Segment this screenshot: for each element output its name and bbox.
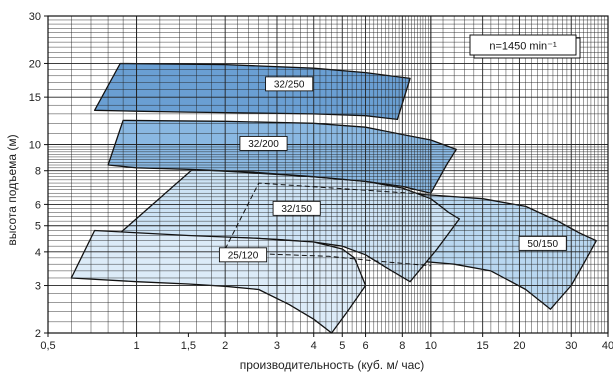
rpm-annotation: n=1450 min⁻¹: [469, 34, 581, 59]
dashed-lines: [224, 182, 431, 267]
y-tick-label: 4: [35, 247, 41, 259]
region-label-box: [272, 200, 321, 216]
region-label: 32/200: [248, 139, 279, 150]
y-tick-label: 20: [29, 58, 41, 70]
y-tick-label: 3: [35, 281, 41, 293]
y-tick-label: 6: [35, 199, 41, 211]
region-labels: 50/150 32/150 25/120 32/200 32/250: [218, 76, 567, 263]
x-tick-label: 4: [311, 340, 317, 352]
region-label: 50/150: [527, 239, 558, 250]
region-label: 32/150: [281, 204, 312, 215]
y-tick-label: 10: [29, 140, 41, 152]
region-label-box: [239, 135, 288, 151]
x-tick-label: 15: [477, 340, 489, 352]
x-tick-label: 30: [565, 340, 577, 352]
rpm-text: n=1450 min⁻¹: [489, 41, 557, 53]
dashed-line-2: [245, 252, 431, 267]
region-label-box: [218, 247, 268, 263]
region-label: 25/120: [228, 250, 259, 261]
x-tick-label: 6: [362, 340, 368, 352]
dashed-line-1: [224, 182, 425, 250]
region-label-box: [518, 235, 567, 251]
x-tick-label: 3: [274, 340, 280, 352]
y-tick-label: 2: [35, 328, 41, 340]
y-tick-labels: 2 3 4 5 6 8 10 15 20 30: [29, 11, 48, 340]
x-tick-label: 5: [339, 340, 345, 352]
region-label: 32/250: [274, 79, 305, 90]
x-tick-label: 1: [134, 340, 140, 352]
y-tick-label: 5: [35, 221, 41, 233]
x-tick-label: 20: [513, 340, 525, 352]
y-tick-label: 30: [29, 11, 41, 23]
y-axis-label: высота подъема (м): [5, 134, 19, 245]
x-tick-label: 10: [425, 340, 437, 352]
x-axis-label: производительность (куб. м/ час): [240, 358, 425, 372]
y-tick-label: 15: [29, 92, 41, 104]
x-tick-label: 2: [222, 340, 228, 352]
x-tick-label: 40: [602, 340, 613, 352]
x-tick-label: 0,5: [40, 340, 55, 352]
region-label-box: [265, 76, 314, 92]
x-tick-label: 1,5: [181, 340, 196, 352]
region-32-250: [93, 62, 411, 121]
plot-frame: [47, 15, 609, 334]
y-tick-label: 8: [35, 166, 41, 178]
x-tick-labels: 0,5 1 1,5 2 3 4 5 6 8 10 15 20 30 40: [40, 333, 613, 352]
x-tick-label: 8: [399, 340, 405, 352]
